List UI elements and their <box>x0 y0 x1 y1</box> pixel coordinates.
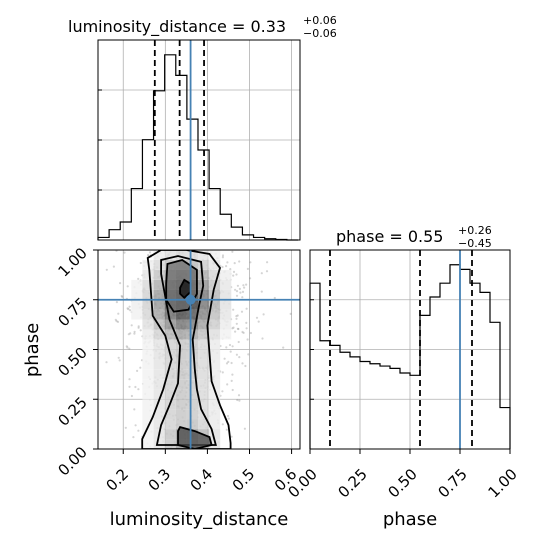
phase-histogram-panel: 0.00 0.25 0.50 0.75 1.00 <box>284 249 521 501</box>
x-tick-label-ld-1: 0.3 <box>145 465 175 495</box>
title-phase-plus: +0.26 <box>458 224 492 237</box>
y-tick-label-phase-3: 0.75 <box>54 294 90 330</box>
x-tick-label-ld-2: 0.4 <box>187 465 217 495</box>
y-axis-label-phase: phase <box>22 323 43 377</box>
x-tick-label-phase-2: 0.50 <box>384 465 420 501</box>
luminosity-distance-histogram-panel <box>97 39 301 241</box>
phase-vs-luminosity-distance-panel: 0.2 0.3 0.4 0.5 0.60.000.250.500.751.00 <box>54 244 301 495</box>
scatter-clip-group <box>98 250 292 449</box>
density-contour-bottom <box>177 426 213 449</box>
y-tick-label-phase-1: 0.25 <box>54 393 90 429</box>
title-luminosity-distance: luminosity_distance = 0.33 <box>68 17 286 37</box>
top-panel-frame <box>97 39 301 241</box>
title-luminosity-distance-minus: −0.06 <box>303 27 337 40</box>
title-luminosity-distance-plus: +0.06 <box>303 14 337 27</box>
x-tick-label-ld-3: 0.5 <box>229 465 259 495</box>
x-axis-label-phase: phase <box>383 509 437 530</box>
x-tick-label-ld-0: 0.2 <box>102 465 132 495</box>
x-tick-label-phase-3: 0.75 <box>434 465 470 501</box>
x-tick-label-phase-1: 0.25 <box>334 465 370 501</box>
y-tick-label-phase-4: 1.00 <box>54 244 90 280</box>
x-axis-label-luminosity-distance: luminosity_distance <box>110 509 289 530</box>
x-tick-label-phase-4: 1.00 <box>484 465 520 501</box>
density-contour-middle <box>155 255 217 446</box>
truth-marker <box>185 294 196 305</box>
phase-histogram-step <box>309 264 511 449</box>
luminosity-distance-histogram-step <box>97 54 298 241</box>
density-contour-outer <box>141 250 232 449</box>
title-phase-minus: −0.45 <box>458 237 492 250</box>
y-tick-label-phase-2: 0.50 <box>54 344 90 380</box>
title-phase: phase = 0.55 <box>336 227 443 246</box>
y-tick-label-phase-0: 0.00 <box>54 443 90 479</box>
